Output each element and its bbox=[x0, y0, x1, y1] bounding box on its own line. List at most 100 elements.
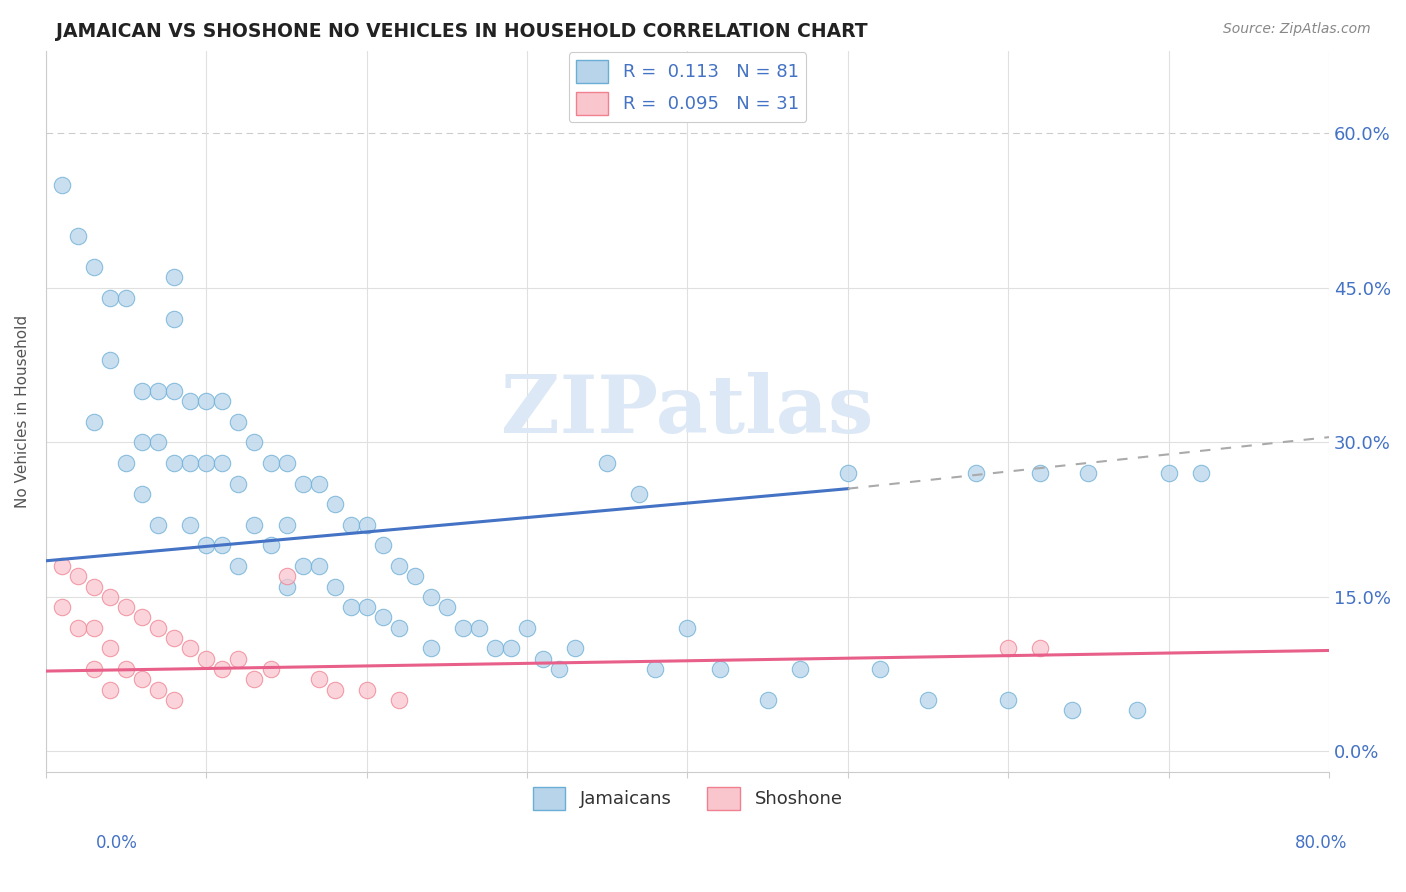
Point bbox=[276, 569, 298, 583]
Point bbox=[789, 662, 811, 676]
Point bbox=[1189, 467, 1212, 481]
Point bbox=[131, 673, 153, 687]
Point bbox=[228, 558, 250, 573]
Point bbox=[131, 487, 153, 501]
Point bbox=[356, 600, 378, 615]
Point bbox=[179, 394, 201, 409]
Point bbox=[323, 497, 346, 511]
Point bbox=[148, 621, 170, 635]
Point bbox=[195, 538, 218, 552]
Text: 80.0%: 80.0% bbox=[1295, 834, 1347, 852]
Point bbox=[98, 590, 121, 604]
Point bbox=[1125, 703, 1147, 717]
Point bbox=[339, 517, 361, 532]
Point bbox=[259, 538, 281, 552]
Point bbox=[436, 600, 458, 615]
Point bbox=[211, 538, 233, 552]
Point bbox=[388, 693, 411, 707]
Point bbox=[676, 621, 699, 635]
Point bbox=[997, 641, 1019, 656]
Point bbox=[115, 456, 138, 470]
Point bbox=[228, 415, 250, 429]
Point bbox=[323, 580, 346, 594]
Point bbox=[371, 538, 394, 552]
Point bbox=[1029, 641, 1052, 656]
Point bbox=[148, 517, 170, 532]
Point bbox=[276, 517, 298, 532]
Point bbox=[163, 311, 186, 326]
Point bbox=[356, 682, 378, 697]
Point bbox=[516, 621, 538, 635]
Point bbox=[419, 590, 441, 604]
Point bbox=[83, 662, 105, 676]
Point bbox=[115, 662, 138, 676]
Point bbox=[98, 291, 121, 305]
Point bbox=[211, 394, 233, 409]
Point bbox=[163, 270, 186, 285]
Point bbox=[371, 610, 394, 624]
Point bbox=[148, 682, 170, 697]
Point bbox=[211, 662, 233, 676]
Point bbox=[163, 456, 186, 470]
Point bbox=[195, 456, 218, 470]
Text: Source: ZipAtlas.com: Source: ZipAtlas.com bbox=[1223, 22, 1371, 37]
Point bbox=[548, 662, 571, 676]
Point bbox=[148, 435, 170, 450]
Point bbox=[276, 456, 298, 470]
Point bbox=[837, 467, 859, 481]
Point bbox=[404, 569, 426, 583]
Point bbox=[276, 580, 298, 594]
Point bbox=[388, 621, 411, 635]
Point bbox=[131, 384, 153, 398]
Point bbox=[291, 558, 314, 573]
Point bbox=[163, 384, 186, 398]
Point bbox=[596, 456, 619, 470]
Point bbox=[67, 621, 90, 635]
Point bbox=[51, 600, 73, 615]
Point bbox=[308, 558, 330, 573]
Point bbox=[1062, 703, 1084, 717]
Point bbox=[1157, 467, 1180, 481]
Point bbox=[339, 600, 361, 615]
Point bbox=[243, 673, 266, 687]
Point bbox=[83, 621, 105, 635]
Point bbox=[259, 456, 281, 470]
Point bbox=[917, 693, 939, 707]
Point bbox=[259, 662, 281, 676]
Point bbox=[756, 693, 779, 707]
Point bbox=[531, 651, 554, 665]
Point bbox=[211, 456, 233, 470]
Point bbox=[51, 178, 73, 192]
Point bbox=[243, 517, 266, 532]
Point bbox=[869, 662, 891, 676]
Point bbox=[163, 631, 186, 645]
Point bbox=[51, 558, 73, 573]
Point bbox=[419, 641, 441, 656]
Point bbox=[195, 394, 218, 409]
Point bbox=[115, 291, 138, 305]
Point bbox=[1029, 467, 1052, 481]
Text: ZIPatlas: ZIPatlas bbox=[502, 372, 873, 450]
Text: JAMAICAN VS SHOSHONE NO VEHICLES IN HOUSEHOLD CORRELATION CHART: JAMAICAN VS SHOSHONE NO VEHICLES IN HOUS… bbox=[56, 22, 868, 41]
Point bbox=[131, 610, 153, 624]
Point bbox=[356, 517, 378, 532]
Point bbox=[67, 229, 90, 244]
Point bbox=[179, 456, 201, 470]
Point bbox=[98, 352, 121, 367]
Point bbox=[115, 600, 138, 615]
Point bbox=[98, 641, 121, 656]
Text: 0.0%: 0.0% bbox=[96, 834, 138, 852]
Point bbox=[451, 621, 474, 635]
Point bbox=[468, 621, 491, 635]
Point bbox=[83, 415, 105, 429]
Point bbox=[644, 662, 666, 676]
Point bbox=[98, 682, 121, 697]
Point bbox=[997, 693, 1019, 707]
Point bbox=[179, 641, 201, 656]
Point bbox=[83, 260, 105, 274]
Point bbox=[131, 435, 153, 450]
Point bbox=[323, 682, 346, 697]
Y-axis label: No Vehicles in Household: No Vehicles in Household bbox=[15, 315, 30, 508]
Point bbox=[965, 467, 987, 481]
Point bbox=[709, 662, 731, 676]
